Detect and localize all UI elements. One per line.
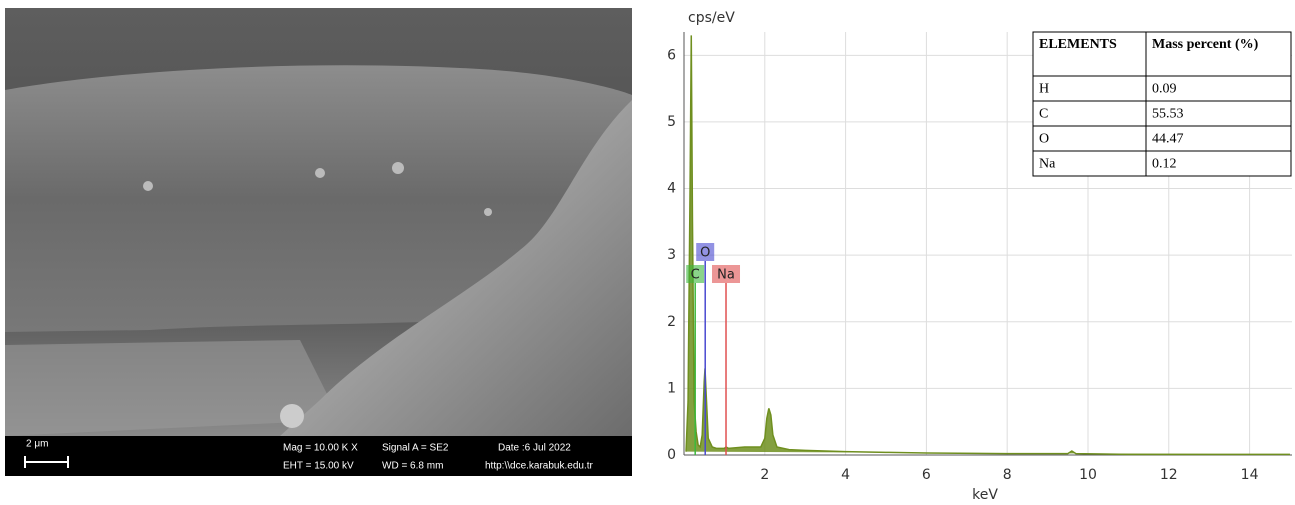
table: ELEMENTS Mass percent (%) H 0.09 C 55.53 O 44.4… (1033, 32, 1291, 176)
y-tick-label: 4 (667, 181, 676, 197)
y-tick-label: 6 (667, 47, 676, 63)
y-tick-label: 3 (667, 247, 676, 263)
x-tick-label: 4 (841, 467, 850, 483)
y-tick-label: 1 (667, 380, 676, 396)
figure: 2 μm Mag = 10.00 K X Signal A = SE2 Date… (0, 0, 1295, 505)
x-tick-label: 10 (1079, 467, 1097, 483)
signal: Signal A = SE2 (382, 443, 449, 454)
x-axis-label: keV (972, 487, 998, 503)
y-tick-label: 5 (667, 114, 676, 130)
x-tick-label: 14 (1241, 467, 1259, 483)
table-cell: 55.53 (1152, 107, 1184, 122)
x-tick-label: 8 (1003, 467, 1012, 483)
table-cell: Na (1039, 157, 1056, 172)
y-tick-label: 0 (667, 447, 676, 463)
table-header: ELEMENTS (1039, 37, 1117, 52)
sem-image (5, 8, 632, 476)
table-cell: H (1039, 82, 1049, 97)
element-label: Na (717, 268, 735, 283)
y-axis-label: cps/eV (688, 10, 735, 26)
table-cell: 44.47 (1152, 132, 1184, 147)
url: http:\\dce.karabuk.edu.tr (485, 461, 594, 472)
y-tick-label: 2 (667, 314, 676, 330)
scale-label: 2 μm (26, 439, 48, 450)
date: Date :6 Jul 2022 (498, 443, 571, 454)
table-cell: 0.12 (1152, 157, 1177, 172)
table-cell: 0.09 (1152, 82, 1177, 97)
x-tick-label: 6 (922, 467, 931, 483)
table-header: Mass percent (%) (1152, 37, 1259, 52)
wd: WD = 6.8 mm (382, 461, 443, 472)
x-tick-label: 2 (760, 467, 769, 483)
element-label: O (700, 246, 710, 261)
table-frame (1033, 32, 1291, 176)
table-cell: O (1039, 132, 1049, 147)
mag: Mag = 10.00 K X (283, 443, 358, 454)
eht: EHT = 15.00 kV (283, 461, 354, 472)
x-tick-label: 12 (1160, 467, 1178, 483)
element-label: C (691, 268, 700, 283)
table-cell: C (1039, 107, 1048, 122)
